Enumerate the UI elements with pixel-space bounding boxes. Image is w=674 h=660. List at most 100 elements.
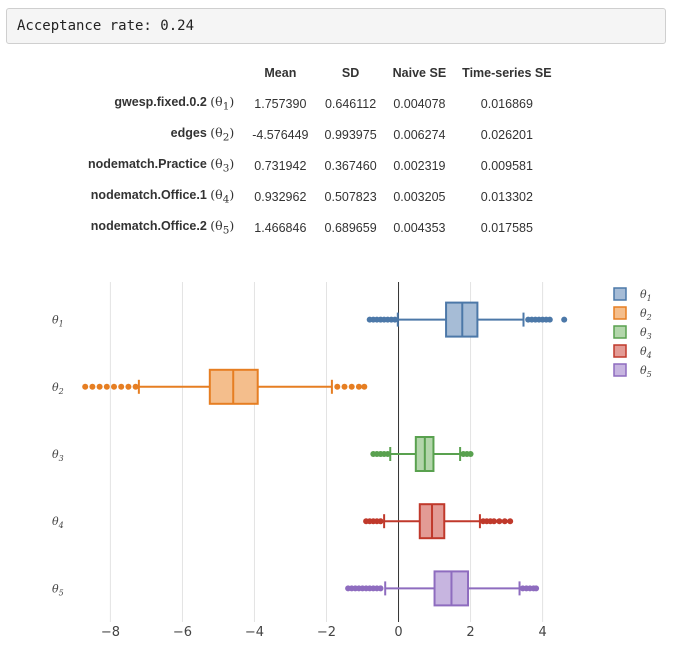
output-cell: Acceptance rate: 0.24: [6, 8, 666, 44]
table-row: nodematch.Office.2 (θ5) 1.466846 0.68965…: [80, 212, 560, 243]
table-row: nodematch.Office.1 (θ4) 0.932962 0.50782…: [80, 181, 560, 212]
outlier-point: [490, 518, 497, 525]
cell-naive-se: 0.004353: [393, 220, 446, 235]
legend-label-symbol: θ: [640, 326, 647, 339]
legend-item-θ5[interactable]: θ5: [613, 363, 652, 379]
outlier-point: [361, 383, 368, 390]
outlier-point: [118, 383, 125, 390]
cell-naive-se: 0.004078: [393, 96, 446, 111]
row-symbol: (θ2): [210, 125, 235, 144]
legend-label: θ3: [640, 326, 652, 341]
x-axis-ticks: −8 −6 −4 −2 0 2 4: [101, 625, 547, 640]
outlier-point: [345, 585, 352, 592]
x-tick-label: −6: [173, 625, 192, 640]
box-θ1[interactable]: [366, 301, 568, 338]
row-name: gwesp.fixed.0.2: [114, 95, 207, 110]
y-label-subscript: 4: [58, 521, 64, 530]
outlier-point: [341, 383, 348, 390]
cell-naive-se: 0.002319: [393, 158, 446, 173]
row-name: nodematch.Office.2: [90, 219, 207, 234]
outlier-point: [496, 518, 503, 525]
cell-sd: 0.689659: [324, 220, 377, 235]
y-label-symbol: θ: [52, 448, 59, 461]
x-tick-label: −4: [245, 625, 264, 640]
outlier-point: [103, 383, 110, 390]
row-name: nodematch.Office.1: [90, 188, 207, 203]
outlier-point: [348, 383, 355, 390]
outlier-point: [355, 383, 362, 390]
outlier-point: [501, 518, 508, 525]
legend-label-subscript: 4: [646, 351, 652, 360]
legend-swatch: [613, 287, 627, 301]
outlier-point: [561, 316, 568, 323]
cell-mean: -4.576449: [252, 127, 309, 142]
cell-sd: 0.646112: [324, 96, 377, 111]
col-header-mean: Mean: [264, 66, 297, 80]
outlier-point: [89, 383, 96, 390]
cell-sd: 0.993975: [324, 127, 377, 142]
legend-label-symbol: θ: [640, 345, 647, 358]
legend-label-subscript: 1: [647, 294, 652, 303]
row-name: nodematch.Practice: [88, 157, 207, 172]
legend-label-symbol: θ: [640, 307, 647, 320]
x-tick-label: 2: [466, 625, 474, 640]
outlier-point: [96, 383, 103, 390]
y-label-θ2: θ2: [52, 381, 64, 396]
x-tick-label: −8: [101, 625, 120, 640]
cell-mean: 1.466846: [254, 220, 307, 235]
y-label-symbol: θ: [52, 381, 59, 394]
box-θ3[interactable]: [370, 436, 474, 472]
summary-table: Mean SD Naive SE Time-series SE gwesp.fi…: [80, 58, 560, 243]
cell-timeseries-se: 0.017585: [480, 220, 533, 235]
outlier-point: [125, 383, 132, 390]
outlier-point: [507, 518, 514, 525]
table-corner: [80, 58, 244, 88]
legend-label-symbol: θ: [640, 288, 647, 301]
legend-swatch: [613, 306, 627, 320]
y-label-θ5: θ5: [52, 582, 64, 597]
row-symbol: (θ5): [210, 218, 235, 237]
row-symbol: (θ3): [210, 156, 235, 175]
y-label-subscript: 3: [59, 454, 64, 463]
legend-item-θ2[interactable]: θ2: [613, 306, 652, 322]
outlier-point: [366, 316, 373, 323]
row-label: nodematch.Office.1 (θ4): [80, 181, 244, 212]
cell-timeseries-se: 0.016869: [480, 96, 533, 111]
cell-sd: 0.367460: [324, 158, 377, 173]
y-label-symbol: θ: [52, 314, 59, 327]
cell-timeseries-se: 0.013302: [480, 189, 533, 204]
box-series: [82, 301, 568, 607]
legend-label: θ2: [640, 307, 652, 322]
outlier-point: [546, 316, 553, 323]
legend-label: θ5: [640, 364, 652, 379]
outlier-point: [370, 451, 377, 457]
y-label-subscript: 5: [59, 588, 64, 597]
x-tick-label: −2: [317, 625, 336, 640]
legend-item-θ3[interactable]: θ3: [613, 325, 652, 341]
box-θ5[interactable]: [345, 570, 540, 607]
legend-label-subscript: 5: [647, 370, 652, 379]
outlier-point: [132, 383, 139, 390]
y-label-subscript: 1: [59, 320, 64, 329]
y-label-θ1: θ1: [52, 314, 64, 329]
box-θ4[interactable]: [363, 503, 514, 540]
acceptance-rate-text: Acceptance rate: 0.24: [17, 18, 195, 34]
box-θ2[interactable]: [82, 368, 368, 405]
x-tick-label: 0: [394, 625, 402, 640]
cell-mean: 1.757390: [254, 96, 307, 111]
legend-label-subscript: 3: [647, 332, 652, 341]
legend-label-subscript: 2: [646, 313, 652, 322]
legend-item-θ1[interactable]: θ1: [613, 287, 652, 303]
legend-swatch: [613, 344, 627, 358]
cell-timeseries-se: 0.026201: [480, 127, 533, 142]
legend-item-θ4[interactable]: θ4: [613, 344, 652, 360]
row-label: nodematch.Practice (θ3): [80, 150, 244, 181]
row-symbol: (θ1): [210, 94, 235, 113]
y-label-subscript: 2: [58, 387, 64, 396]
y-label-θ3: θ3: [52, 448, 64, 463]
legend-label-symbol: θ: [640, 364, 647, 377]
legend-label: θ1: [640, 288, 652, 303]
